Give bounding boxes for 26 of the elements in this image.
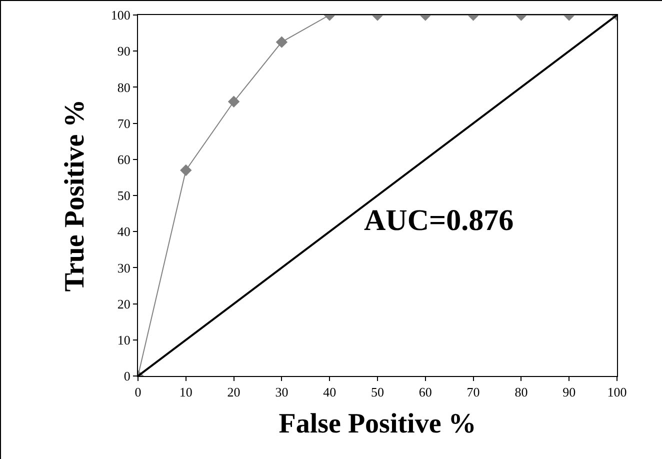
y-tick-label: 90	[117, 44, 130, 59]
x-tick-label: 100	[607, 384, 627, 400]
x-tick-label: 10	[179, 384, 192, 400]
y-tick-label: 70	[117, 116, 130, 131]
y-tick-label: 60	[117, 152, 130, 167]
y-tick-label: 30	[117, 260, 130, 276]
y-tick-label: 10	[117, 332, 130, 348]
x-tick-label: 0	[134, 384, 142, 400]
y-tick-label: 50	[117, 188, 130, 204]
x-tick-label: 50	[371, 384, 384, 400]
point	[180, 164, 192, 176]
x-tick-label: 90	[562, 384, 576, 400]
y-tick-label: 0	[124, 368, 130, 384]
x-tick-label: 70	[466, 384, 480, 400]
y-tick-label: 80	[117, 80, 130, 95]
y-tick-label: 20	[117, 296, 130, 312]
x-tick-label: 20	[227, 384, 240, 400]
y-axis-title: True Positive %	[60, 99, 91, 292]
x-tick-label: 30	[275, 384, 288, 400]
y-tick-label: 40	[117, 224, 130, 240]
x-tick-label: 40	[323, 384, 336, 400]
x-axis-title: False Positive %	[278, 408, 476, 440]
annotation: AUC=0.876	[364, 204, 514, 237]
y-tick-label: 100	[110, 8, 130, 23]
x-tick-label: 80	[514, 384, 528, 400]
x-tick-label: 60	[418, 384, 432, 400]
